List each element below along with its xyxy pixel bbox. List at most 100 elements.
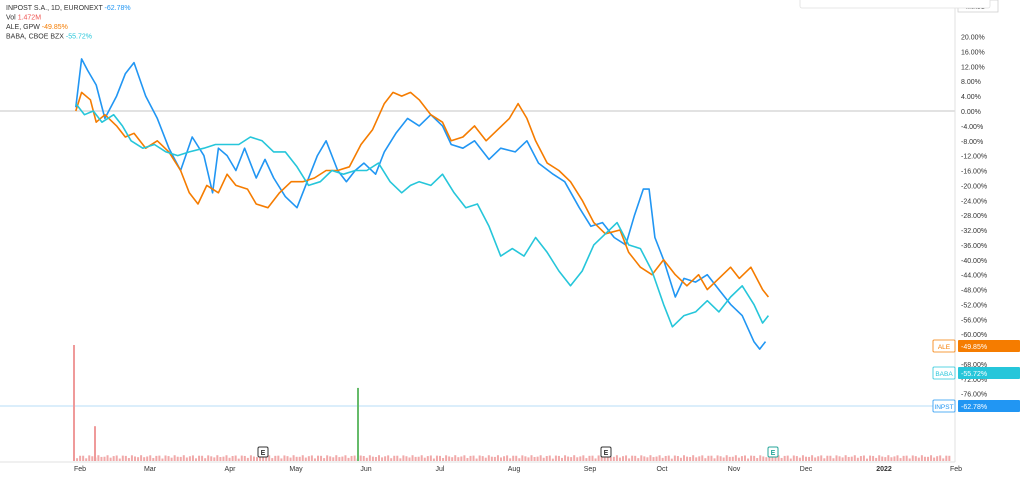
volume-bar [204,458,207,461]
volume-bar [115,455,118,461]
volume-bar [286,456,289,461]
earnings-marker[interactable] [257,446,269,458]
volume-bar [622,456,624,461]
volume-bar [887,455,890,461]
volume-bar [875,457,878,461]
series-line-baba[interactable] [75,103,770,328]
volume-spike-bar [73,345,75,461]
y-tick-label: -28.00% [961,213,987,220]
volume-bar [686,456,689,461]
legend-entry[interactable]: BABA, CBOE BZX -55.72% [6,34,92,41]
volume-bar [298,456,301,461]
volume-bar [509,458,512,461]
y-tick-label: 12.00% [961,64,985,71]
series-line-inpost-s-a[interactable] [75,58,767,350]
volume-bar [628,458,631,461]
legend-entry[interactable]: Vol 1.472M [6,15,41,22]
series-line-ale[interactable] [75,91,770,298]
volume-bar [295,456,298,461]
volume-spike-bar [357,387,359,461]
volume-bar [262,457,265,461]
volume-bar [475,458,478,461]
earnings-marker[interactable] [600,446,612,458]
volume-bar [225,455,228,461]
volume-bar [561,457,563,461]
volume-bar [210,456,213,461]
volume-bar [301,455,304,461]
volume-bar [905,455,908,461]
y-tick-label: -44.00% [961,273,987,280]
volume-bar [137,457,140,461]
volume-bar [859,456,862,461]
legend-entry[interactable]: ALE, GPW -49.85% [6,24,68,31]
volume-bar [188,456,191,461]
volume-bar [841,457,844,461]
volume-bar [320,455,323,461]
volume-bar [124,455,127,461]
volume-bar [228,457,231,461]
volume-bar [487,455,490,461]
legend-label: BABA, CBOE BZX [6,34,66,41]
volume-bar [673,455,676,461]
volume-bar [216,455,219,461]
volume-bar [88,455,91,461]
volume-bar [106,455,109,461]
volume-bar [198,455,201,461]
volume-bar [338,457,341,461]
volume-bar [564,455,567,461]
volume-bar [759,455,762,461]
volume-bar [728,456,731,461]
volume-bar [643,456,646,461]
volume-bar [326,455,329,461]
volume-bar [789,458,792,461]
volume-bar [481,456,484,461]
volume-bar [609,456,612,461]
volume-bar [259,455,262,461]
volume-bar [451,457,454,461]
volume-bar [853,455,856,461]
volume-bar [704,458,707,461]
volume-bar [393,455,396,461]
volume-bar [570,457,573,461]
volume-bar [683,455,685,461]
y-tick-label: 16.00% [961,49,985,56]
volume-bar [890,457,893,461]
y-tick-label: -56.00% [961,317,987,324]
volume-bar [780,457,783,461]
volume-bar [460,456,463,461]
volume-bar [310,455,313,461]
x-tick-label: Dec [800,466,813,473]
volume-bar [256,457,258,461]
volume-bar [634,455,637,461]
volume-bar [118,458,121,461]
volume-bar [719,456,722,461]
legend-entry[interactable]: INPOST S.A., 1D, EURONEXT -62.78% [6,5,131,12]
volume-bar [323,458,326,461]
volume-bar [493,456,496,461]
volume-bar [805,456,807,461]
y-tick-label: -4.00% [961,124,983,131]
volume-bar [191,455,194,461]
volume-bar [631,455,634,461]
y-tick-label: -68.00% [961,362,987,369]
y-tick-label: 8.00% [961,79,981,86]
volume-bar [829,455,832,461]
earnings-marker[interactable] [767,446,779,458]
volume-bar [774,456,777,461]
volume-bar [265,456,268,461]
top-toolbar-panel[interactable] [799,0,991,9]
volume-bar [329,456,332,461]
volume-bar [881,456,884,461]
volume-bar [387,455,390,461]
volume-bar [219,457,222,461]
volume-bar [91,456,94,461]
volume-bar [359,455,362,461]
volume-bar [371,456,374,461]
y-tick-label: -8.00% [961,139,983,146]
volume-spike-bar [94,426,96,461]
volume-bar [246,457,249,461]
legend-value: -49.85% [42,24,68,31]
volume-bar [454,455,457,461]
